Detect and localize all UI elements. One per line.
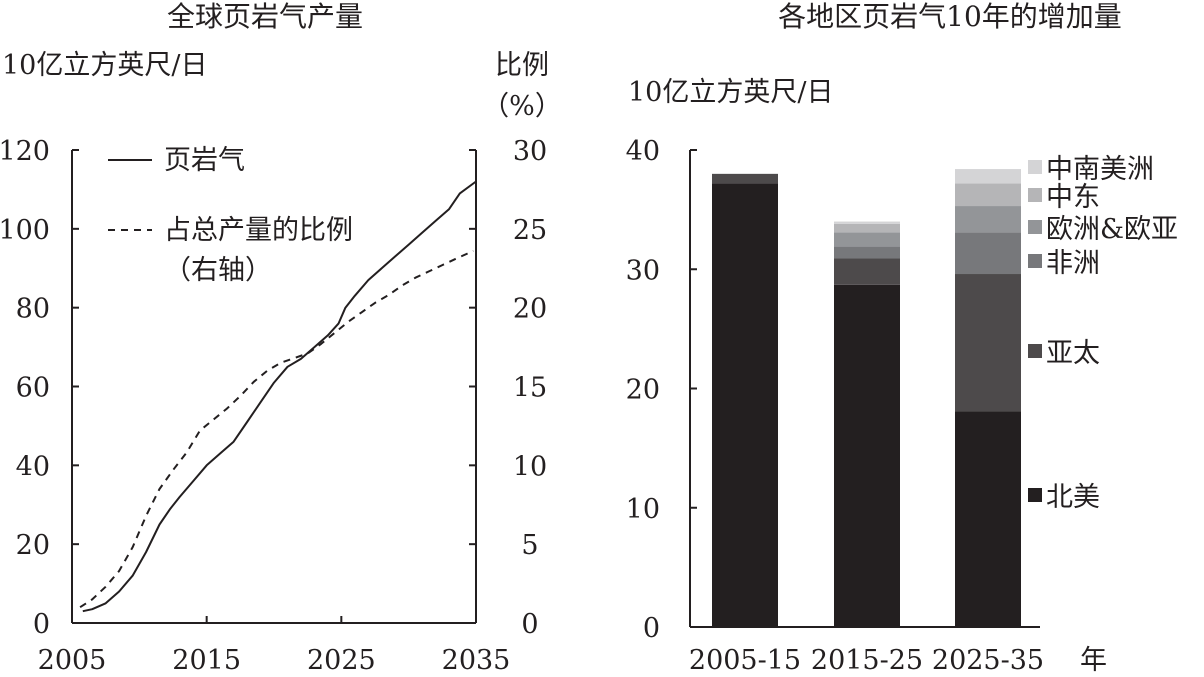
- right-chart: 各地区页岩气10年的增加量 10亿立方英尺/日 0 10 20 30 40 2005-1…: [626, 0, 1178, 676]
- right-y-ticks: 0 5 10 15 20 25 30: [469, 136, 547, 640]
- bar-segment: [955, 169, 1021, 184]
- bar-segment: [834, 284, 900, 627]
- bar-y-tick-label: 20: [626, 375, 660, 406]
- left-x-tick-label: 2025: [307, 645, 376, 676]
- bar-y-tick-label: 30: [626, 255, 660, 286]
- bar-x-axis-label: 年: [1080, 645, 1107, 676]
- legend-swatch: [1028, 344, 1042, 358]
- right-chart-title: 各地区页岩气10年的增加量: [778, 0, 1122, 33]
- bar-segment: [955, 206, 1021, 233]
- share-of-total-line: [79, 249, 474, 609]
- left-y-tick-label: 0: [33, 609, 50, 640]
- bar-segment: [834, 223, 900, 233]
- right-y-tick-label: 10: [513, 451, 547, 482]
- left-y-tick-label: 120: [0, 136, 50, 167]
- bar-stacks: [712, 169, 1021, 627]
- right-y-tick-label: 20: [513, 294, 547, 325]
- left-x-tick-label: 2005: [38, 645, 107, 676]
- legend-label: 中东: [1046, 182, 1100, 213]
- left-y-tick-label: 100: [0, 215, 50, 246]
- left-x-tick-label: 2015: [172, 645, 241, 676]
- right-y-axis-label: 比例: [495, 50, 549, 81]
- shale-gas-production-line: [82, 180, 477, 613]
- bar-segment: [834, 221, 900, 224]
- bar-x-tick-label: 2025-35: [932, 645, 1044, 676]
- right-y-tick-label: 5: [521, 530, 538, 561]
- left-x-ticks: 2005 2015 2025 2035: [38, 616, 511, 676]
- legend-swatch: [1028, 254, 1042, 268]
- left-chart: 全球页岩气产量 10亿立方英尺/日 比例 （%） 020406080100120…: [0, 0, 562, 676]
- right-y-axis-unit: （%）: [482, 91, 562, 122]
- bar-segment: [955, 411, 1021, 627]
- right-y-tick-label: 25: [513, 215, 547, 246]
- bar-x-ticks: 2005-15 2015-25 2025-35: [689, 645, 1044, 676]
- legend-label: 非洲: [1046, 248, 1100, 279]
- left-y-axis-label: 10亿立方英尺/日: [2, 50, 207, 81]
- left-y-tick-label: 60: [16, 373, 50, 404]
- bar-segment: [834, 232, 900, 247]
- bar-segment: [955, 183, 1021, 207]
- bar-segment: [834, 258, 900, 285]
- left-y-tick-label: 40: [16, 451, 50, 482]
- legend-swatch: [1028, 160, 1042, 174]
- left-y-tick-label: 80: [16, 294, 50, 325]
- bar-segment: [834, 246, 900, 259]
- left-chart-title: 全球页岩气产量: [167, 0, 363, 33]
- legend-swatch: [1028, 220, 1042, 234]
- left-y-ticks: 0 20 40 60 80 100 120: [0, 136, 79, 640]
- bar-segment: [955, 274, 1021, 412]
- left-x-tick-label: 2035: [442, 645, 511, 676]
- right-y-tick-label: 15: [513, 373, 547, 404]
- left-series: [79, 180, 477, 613]
- legend-label: 北美: [1046, 482, 1100, 513]
- legend-label: 欧洲&欧亚: [1046, 214, 1178, 245]
- legend-label-share-axis: （右轴）: [164, 255, 272, 286]
- right-y-tick-label: 30: [513, 136, 547, 167]
- legend-swatch: [1028, 488, 1042, 502]
- bar-y-ticks: 0 10 20 30 40: [626, 136, 697, 644]
- right-chart-y-axis-label: 10亿立方英尺/日: [628, 77, 833, 108]
- legend-label-share: 占总产量的比例: [164, 215, 353, 246]
- bar-y-tick-label: 0: [643, 613, 660, 644]
- right-y-tick-label: 0: [521, 609, 538, 640]
- left-y-tick-label: 20: [16, 530, 50, 561]
- bar-segment: [712, 183, 778, 627]
- legend-swatch: [1028, 188, 1042, 202]
- legend-label: 中南美洲: [1046, 154, 1154, 185]
- bar-y-tick-label: 40: [626, 136, 660, 167]
- bar-segment: [712, 173, 778, 184]
- legend-label-shale-gas: 页岩气: [164, 145, 245, 176]
- bar-y-tick-label: 10: [626, 494, 660, 525]
- bar-x-tick-label: 2005-15: [689, 645, 801, 676]
- legend-label: 亚太: [1046, 338, 1100, 369]
- bar-x-tick-label: 2015-25: [811, 645, 923, 676]
- left-legend: 页岩气 占总产量的比例 （右轴）: [108, 145, 353, 286]
- bar-segment: [955, 232, 1021, 275]
